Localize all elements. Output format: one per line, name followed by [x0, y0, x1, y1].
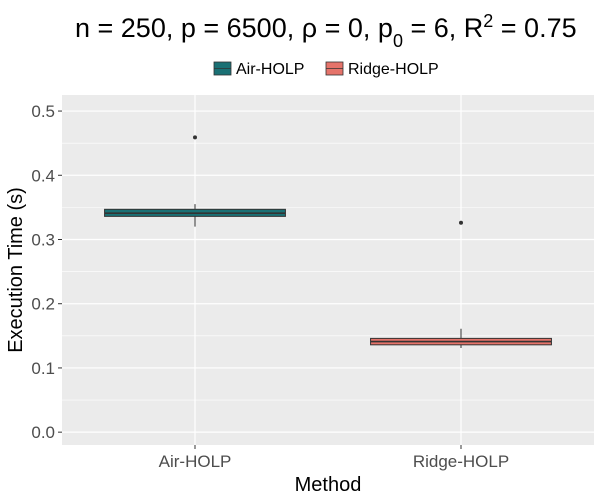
title-p: p = 6500 — [181, 13, 287, 43]
x-axis: Air-HOLP Ridge-HOLP — [159, 445, 509, 471]
y-axis-title: Execution Time (s) — [5, 187, 27, 353]
x-axis-title: Method — [295, 474, 362, 496]
title-n: n = 250 — [75, 13, 166, 43]
plot-panel — [62, 95, 594, 445]
legend: Air-HOLP Ridge-HOLP — [213, 61, 439, 78]
y-tick-label: 0.4 — [31, 166, 55, 185]
y-tick-label: 0.3 — [31, 230, 55, 249]
title-p0: p — [378, 13, 393, 43]
title-p0-subscript: 0 — [393, 31, 403, 51]
title-r2-value: = 0.75 — [493, 13, 576, 43]
x-tick-label: Air-HOLP — [159, 452, 232, 471]
x-tick-label: Ridge-HOLP — [413, 452, 509, 471]
y-tick-label: 0.5 — [31, 102, 55, 121]
y-tick-label: 0.0 — [31, 423, 55, 442]
legend-label-ridge-holp: Ridge-HOLP — [348, 61, 439, 78]
y-axis: 0.0 0.1 0.2 0.3 0.4 0.5 — [31, 102, 62, 442]
y-tick-label: 0.2 — [31, 295, 55, 314]
title-p0-value: = 6 — [403, 13, 449, 43]
grid — [62, 95, 594, 445]
outlier-point-ridge-holp — [459, 220, 463, 225]
y-tick-label: 0.1 — [31, 359, 55, 378]
title-rho: ρ = 0 — [302, 13, 363, 43]
chart-title: n = 250, p = 6500, ρ = 0, p0 = 6, R2 = 0… — [75, 11, 577, 51]
svg-text:n = 250, p = 6500, ρ = 0, p0 =: n = 250, p = 6500, ρ = 0, p0 = 6, R2 = 0… — [75, 11, 577, 51]
boxplots — [104, 135, 552, 349]
title-r2: R — [464, 13, 484, 43]
legend-label-air-holp: Air-HOLP — [236, 61, 304, 78]
title-r2-superscript: 2 — [483, 11, 493, 31]
outlier-point-air-holp — [193, 135, 197, 140]
